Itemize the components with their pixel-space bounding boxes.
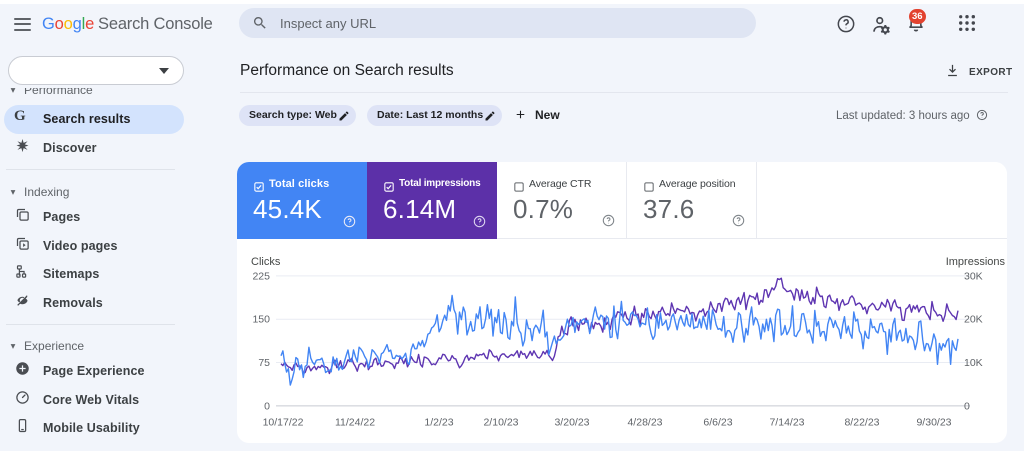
svg-text:9/30/23: 9/30/23 [916, 417, 951, 429]
svg-text:10K: 10K [964, 357, 983, 369]
svg-text:20K: 20K [964, 314, 983, 326]
svg-text:225: 225 [252, 270, 270, 282]
svg-text:1/2/23: 1/2/23 [424, 417, 453, 429]
svg-text:8/22/23: 8/22/23 [844, 417, 879, 429]
svg-text:75: 75 [258, 357, 270, 369]
svg-text:6/6/23: 6/6/23 [703, 417, 732, 429]
svg-text:4/28/23: 4/28/23 [627, 417, 662, 429]
svg-text:0: 0 [964, 400, 970, 412]
svg-text:150: 150 [252, 314, 270, 326]
svg-text:30K: 30K [964, 270, 983, 282]
svg-text:Impressions: Impressions [946, 256, 1006, 268]
svg-text:7/14/23: 7/14/23 [769, 417, 804, 429]
svg-text:0: 0 [264, 400, 270, 412]
svg-text:Clicks: Clicks [251, 256, 281, 268]
svg-text:2/10/23: 2/10/23 [483, 417, 518, 429]
svg-text:11/24/22: 11/24/22 [335, 417, 375, 429]
svg-text:10/17/22: 10/17/22 [263, 417, 304, 429]
svg-text:3/20/23: 3/20/23 [554, 417, 589, 429]
